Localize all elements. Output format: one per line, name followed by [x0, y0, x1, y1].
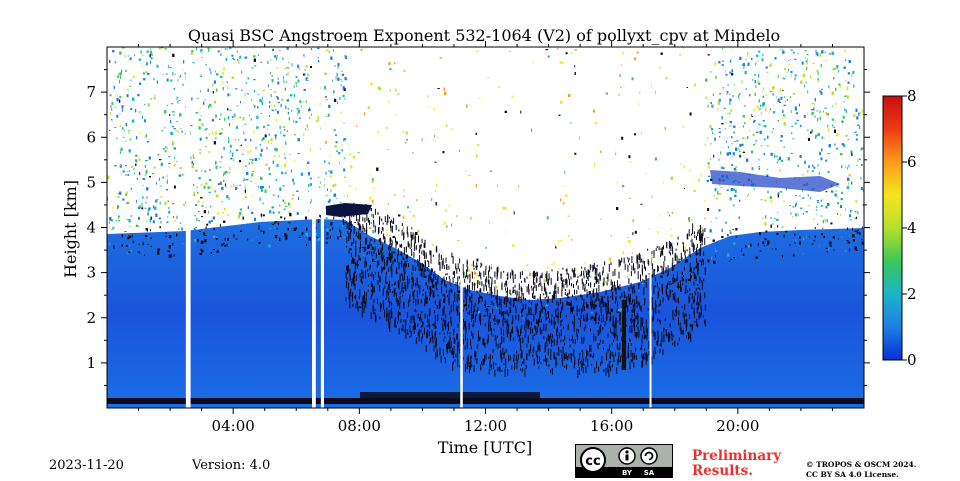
- colorbar-tick-label: 0: [907, 351, 917, 369]
- x-tick-label: 08:00: [338, 417, 381, 435]
- x-tick-label: 12:00: [464, 417, 507, 435]
- data-gap-bar: [186, 47, 191, 408]
- heatmap-plot-area: [107, 47, 866, 408]
- virga-streak: [622, 300, 626, 370]
- x-tick-label: 16:00: [590, 417, 633, 435]
- colorbar: 0 2 4 6 8: [883, 87, 917, 369]
- y-tick-label: 2: [86, 309, 96, 327]
- y-tick-label: 6: [86, 128, 96, 146]
- data-gap-bar: [312, 47, 316, 408]
- chart-title: Quasi BSC Angstroem Exponent 532-1064 (V…: [188, 26, 780, 45]
- y-tick-label: 4: [86, 219, 96, 237]
- x-tick-label: 04:00: [212, 417, 255, 435]
- y-tick-label: 5: [86, 173, 96, 191]
- data-gap-bar: [460, 47, 463, 408]
- colorbar-tick-label: 8: [907, 87, 917, 105]
- preliminary-results-label: Preliminary Results.: [692, 449, 781, 479]
- date-label: 2023-11-20: [49, 458, 124, 473]
- version-label: Version: 4.0: [192, 458, 270, 473]
- colorbar-tick-label: 4: [907, 219, 917, 237]
- colorbar-tick-label: 6: [907, 153, 917, 171]
- colorbar-tick-label: 2: [907, 285, 917, 303]
- data-gap-bar: [650, 47, 652, 408]
- colorbar-gradient: [883, 96, 902, 360]
- data-gap-bar: [321, 47, 324, 408]
- colorbar-ticks: 0 2 4 6 8: [902, 87, 917, 369]
- y-tick-label: 7: [86, 83, 96, 101]
- x-axis-title: Time [UTC]: [438, 438, 532, 457]
- sa-icon: [641, 448, 657, 464]
- x-tick-label: 20:00: [716, 417, 759, 435]
- y-axis-title: Height [km]: [61, 180, 80, 278]
- y-tick-label: 1: [86, 354, 96, 372]
- copyright-notice: © TROPOS & OSCM 2024. CC BY SA 4.0 Licen…: [806, 460, 916, 480]
- y-tick-label: 3: [86, 264, 96, 282]
- cc-license-badge[interactable]: cc BY SA: [575, 444, 673, 478]
